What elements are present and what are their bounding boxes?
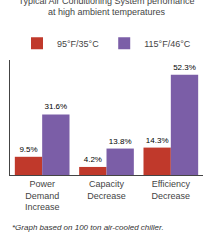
svg-text:EfficiencyDecrease: EfficiencyDecrease: [152, 179, 191, 201]
svg-text:CapacityDecrease: CapacityDecrease: [87, 179, 126, 201]
svg-text:13.8%: 13.8%: [109, 137, 132, 146]
svg-text:4.2%: 4.2%: [84, 155, 102, 164]
svg-text:115°F/46°C: 115°F/46°C: [144, 39, 191, 49]
svg-text:14.3%: 14.3%: [146, 136, 169, 145]
svg-text:PowerDemandIncrease: PowerDemandIncrease: [25, 179, 60, 212]
svg-text:52.3%: 52.3%: [173, 63, 196, 72]
svg-text:*Graph based on 100 ton air-co: *Graph based on 100 ton air-cooled chill…: [12, 223, 164, 232]
svg-text:Typical Air Conditioning Syste: Typical Air Conditioning System perfoman…: [18, 0, 194, 17]
svg-text:95°F/35°C: 95°F/35°C: [57, 39, 99, 49]
svg-text:31.6%: 31.6%: [44, 102, 67, 111]
svg-text:9.5%: 9.5%: [19, 145, 37, 154]
